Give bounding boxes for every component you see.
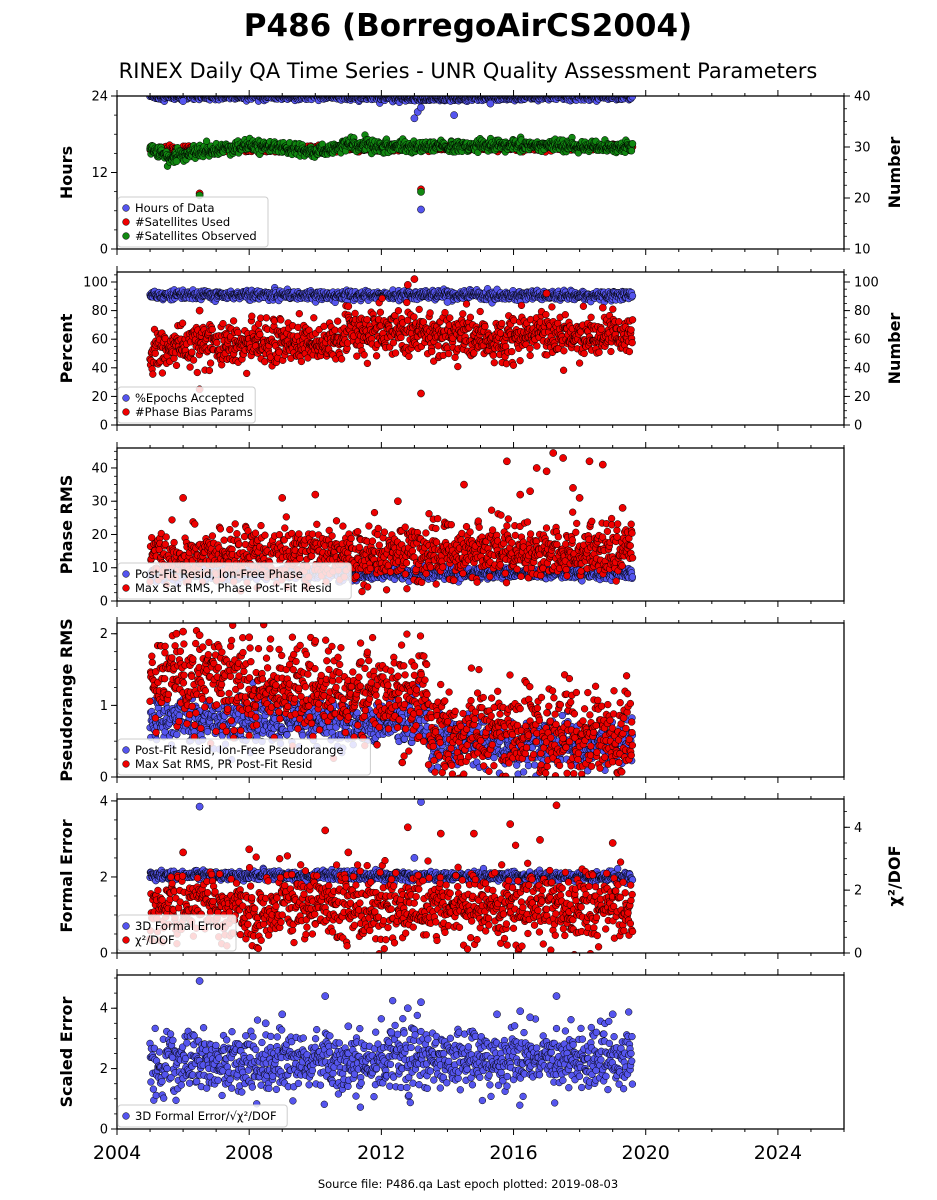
data-point <box>345 96 349 97</box>
data-point <box>602 96 607 97</box>
outlier-point <box>417 188 425 196</box>
data-point <box>172 361 181 370</box>
data-point <box>193 368 201 377</box>
outlier-point <box>443 298 452 306</box>
data-point <box>219 319 227 328</box>
data-point <box>363 359 372 368</box>
legend-marker <box>122 204 130 212</box>
y-tick-label: 24 <box>91 90 108 105</box>
legend-hours: Hours of Data#Satellites Used#Satellites… <box>117 196 269 248</box>
data-point <box>628 96 637 101</box>
y-axis-label: Hours <box>57 146 76 199</box>
y-tick-label: 0 <box>100 243 108 258</box>
y2-tick-label: 40 <box>854 90 871 105</box>
data-point <box>310 314 318 322</box>
points-hours <box>146 89 637 214</box>
outlier-point <box>172 157 181 166</box>
data-point <box>297 357 306 366</box>
data-point <box>378 294 386 303</box>
y2-tick-label: 10 <box>854 243 871 258</box>
y-tick-label: 12 <box>91 166 108 181</box>
legend-marker <box>122 218 130 226</box>
data-point <box>372 352 381 360</box>
data-point <box>218 361 226 369</box>
data-point <box>360 351 368 359</box>
data-point <box>353 352 361 360</box>
data-point <box>208 325 216 334</box>
data-point <box>149 370 157 378</box>
data-point <box>628 292 637 300</box>
data-point <box>295 310 303 318</box>
legend-entry: #Satellites Used <box>135 215 230 229</box>
outlier-point <box>417 205 425 214</box>
figure-subtitle: RINEX Daily QA Time Series - UNR Quality… <box>119 59 818 83</box>
outlier-point <box>410 114 419 123</box>
y2-tick-label: 20 <box>854 192 871 207</box>
data-point <box>334 317 342 325</box>
outlier-point <box>417 103 425 112</box>
y2-axis-label: Number <box>885 137 904 209</box>
y2-tick-label: 30 <box>854 141 871 156</box>
data-point <box>628 140 637 148</box>
panel-percent: 020406080100020406080100NumberPercent%Ep… <box>57 266 904 434</box>
data-point <box>331 326 339 334</box>
data-point <box>277 316 285 324</box>
data-point <box>158 369 167 377</box>
data-point <box>337 355 346 363</box>
figure-title: P486 (BorregoAirCS2004) <box>244 8 692 44</box>
data-point <box>213 339 221 347</box>
data-point <box>186 363 194 371</box>
legend-entry: Hours of Data <box>135 201 215 215</box>
data-point <box>243 369 251 378</box>
outlier-point <box>450 111 458 119</box>
data-point <box>262 314 271 322</box>
legend-entry: #Satellites Observed <box>135 229 257 243</box>
points-percent <box>146 275 637 398</box>
data-point <box>376 308 385 316</box>
data-point <box>627 147 636 155</box>
data-point <box>205 366 214 375</box>
data-point <box>178 319 187 327</box>
data-point <box>229 317 238 325</box>
data-point <box>234 328 242 337</box>
data-point <box>248 312 256 320</box>
legend-marker <box>122 232 130 240</box>
data-point <box>151 349 159 358</box>
data-point <box>300 89 307 96</box>
outlier-point <box>486 99 495 108</box>
data-point <box>189 356 198 364</box>
data-point <box>206 359 215 367</box>
data-point <box>351 309 359 318</box>
data-point <box>363 315 371 324</box>
outlier-point <box>179 97 187 105</box>
data-point <box>188 348 196 356</box>
data-point <box>549 96 551 97</box>
